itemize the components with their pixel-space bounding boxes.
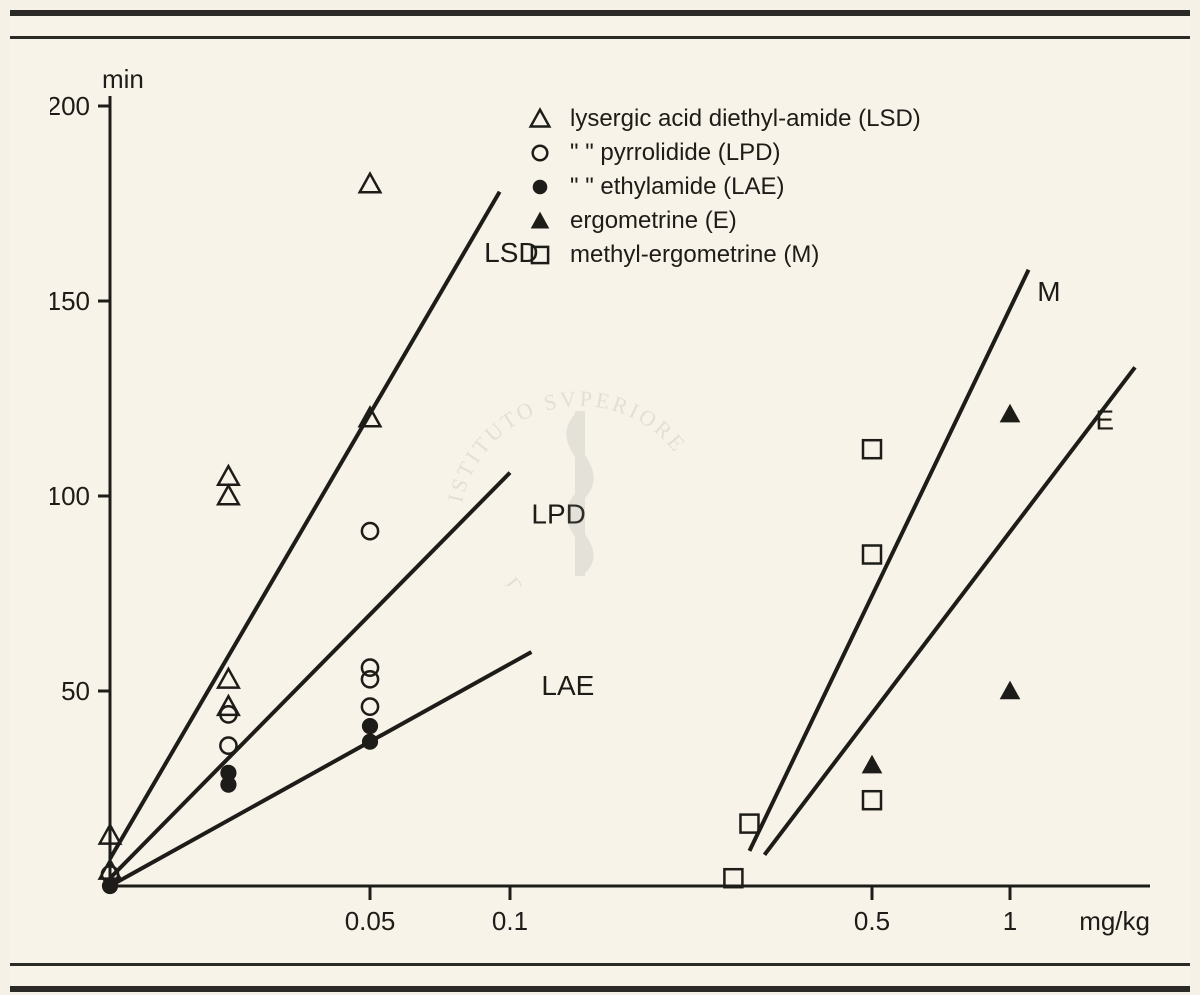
data-point — [362, 718, 378, 734]
series-label-e: E — [1095, 405, 1114, 436]
series-label-lae: LAE — [541, 670, 594, 701]
legend-item: methyl-ergometrine (M) — [532, 241, 819, 268]
data-point — [360, 174, 381, 193]
scatter-points — [100, 174, 1021, 894]
x-tick-label: 1 — [1003, 906, 1017, 936]
data-point — [102, 878, 118, 894]
data-point — [863, 791, 881, 809]
data-point — [220, 738, 236, 754]
legend-item: " " pyrrolidide (LPD) — [533, 139, 781, 166]
x-axis-label: mg/kg — [1079, 906, 1150, 936]
y-tick-label: 150 — [50, 286, 90, 316]
y-tick-label: 100 — [50, 481, 90, 511]
data-point — [863, 546, 881, 564]
data-point — [1000, 404, 1021, 423]
data-point — [863, 440, 881, 458]
data-point — [362, 671, 378, 687]
legend-label: ergometrine (E) — [570, 207, 737, 234]
data-point — [362, 699, 378, 715]
data-point — [862, 755, 883, 774]
data-point — [218, 486, 239, 505]
fit-line-e — [764, 367, 1135, 855]
series-label-lsd: LSD — [484, 237, 538, 268]
labels: LSD LPD LAE E M — [484, 237, 1114, 701]
data-point — [362, 523, 378, 539]
data-point — [220, 777, 236, 793]
frame-inner-bottom — [10, 963, 1190, 966]
legend-label: " " pyrrolidide (LPD) — [570, 139, 780, 166]
x-tick-label: 0.05 — [345, 906, 396, 936]
chart-svg: 50 100 150 200 min 0.05 0.1 0.5 1 mg/kg LSD LPD LAE… — [50, 66, 1170, 946]
fit-lines — [110, 192, 1135, 886]
y-tick-label: 200 — [50, 91, 90, 121]
fit-line-lae — [110, 652, 531, 886]
data-point — [1000, 681, 1021, 700]
legend-item: lysergic acid diethyl-amide (LSD) — [531, 105, 921, 132]
y-axis-label: min — [102, 66, 144, 94]
legend-label: lysergic acid diethyl-amide (LSD) — [570, 105, 921, 132]
fit-line-lpd — [110, 473, 510, 879]
series-label-m: M — [1037, 276, 1060, 307]
legend-label: methyl-ergometrine (M) — [570, 241, 819, 268]
legend: lysergic acid diethyl-amide (LSD) " " pyr… — [531, 105, 921, 268]
data-point — [218, 466, 239, 485]
fit-line-lsd — [110, 192, 500, 859]
legend-label: " " ethylamide (LAE) — [570, 173, 784, 200]
photo-frame: 50 100 150 200 min 0.05 0.1 0.5 1 mg/kg LSD LPD LAE… — [10, 10, 1190, 992]
data-point — [362, 734, 378, 750]
x-tick-label: 0.1 — [492, 906, 528, 936]
legend-item: " " ethylamide (LAE) — [533, 173, 785, 200]
data-point — [740, 815, 758, 833]
chart-area: 50 100 150 200 min 0.05 0.1 0.5 1 mg/kg LSD LPD LAE… — [50, 66, 1170, 946]
y-tick-label: 50 — [61, 676, 90, 706]
frame-inner-top — [10, 36, 1190, 39]
legend-item: ergometrine (E) — [531, 207, 737, 234]
series-label-lpd: LPD — [531, 498, 585, 529]
x-tick-label: 0.5 — [854, 906, 890, 936]
